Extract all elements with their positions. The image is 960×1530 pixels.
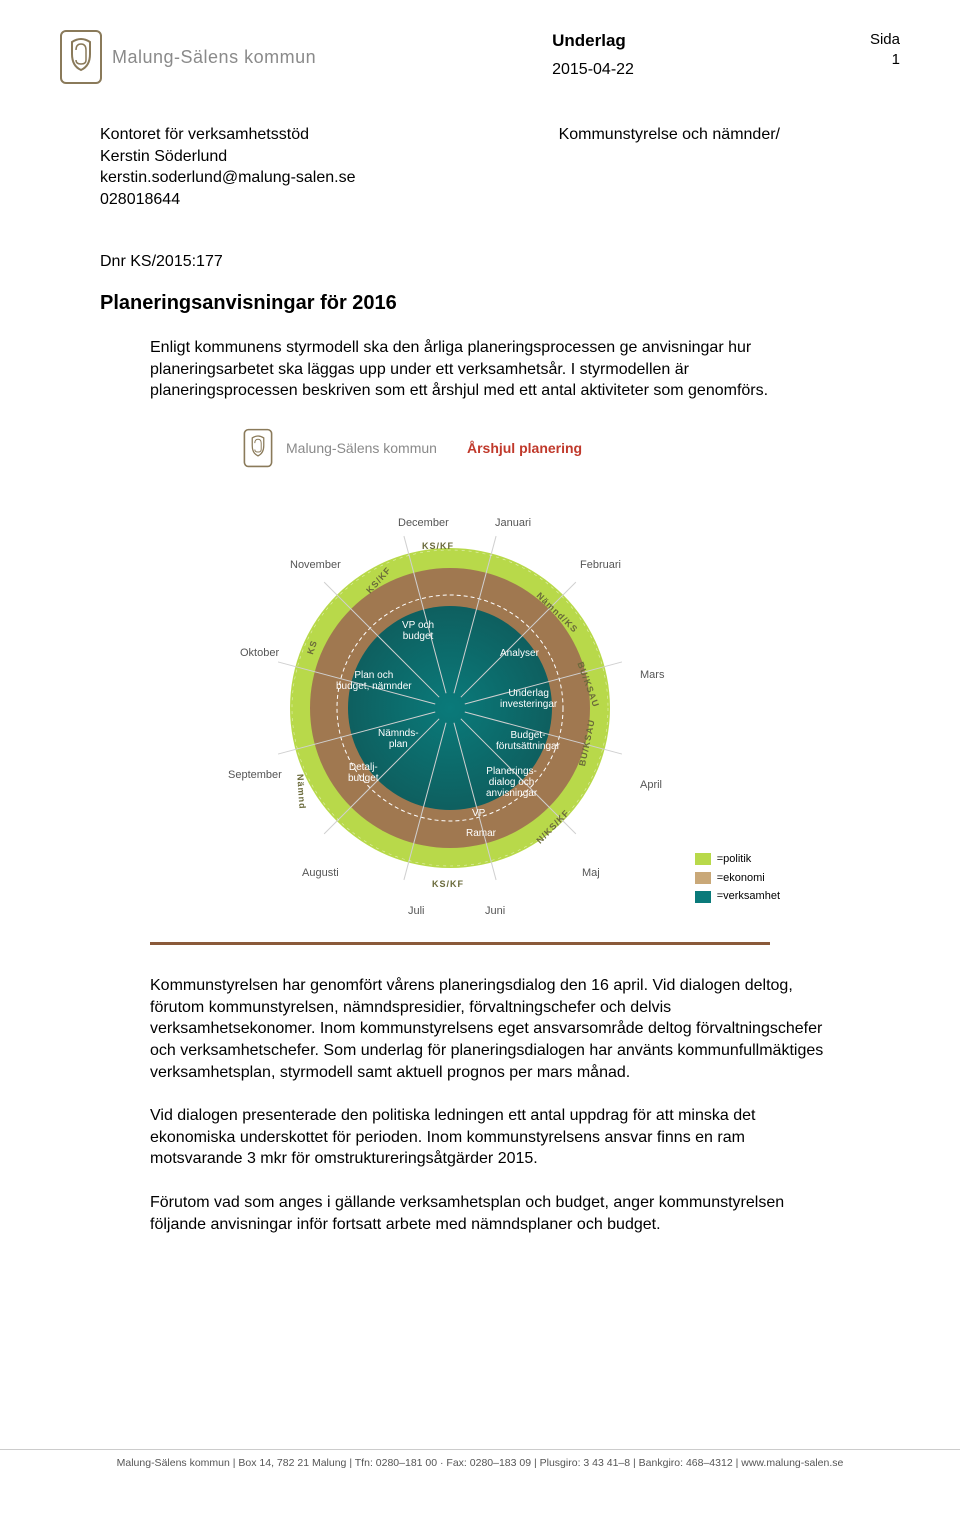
document-title: Planeringsanvisningar för 2016 xyxy=(100,290,900,317)
page-number: 1 xyxy=(870,50,900,70)
doc-meta: Underlag 2015-04-22 xyxy=(552,30,634,81)
diagram-org-name: Malung-Sälens kommun xyxy=(286,439,437,458)
municipality-logo-icon xyxy=(60,30,102,84)
activity-label: Analyser xyxy=(500,648,539,659)
page-footer: Malung-Sälens kommun | Box 14, 782 21 Ma… xyxy=(0,1449,960,1470)
month-label: December xyxy=(398,516,449,531)
month-label: Januari xyxy=(495,516,531,531)
legend-label: =ekonomi xyxy=(717,871,765,886)
legend-label: =verksamhet xyxy=(717,889,780,904)
org-name: Malung-Sälens kommun xyxy=(112,45,316,69)
wheel-svg xyxy=(150,478,770,938)
recipient: Kommunstyrelse och nämnder/ xyxy=(559,124,780,210)
page-number-block: Sida 1 xyxy=(870,30,900,71)
sender-name: Kerstin Söderlund xyxy=(100,146,355,168)
month-label: April xyxy=(640,778,662,793)
activity-label: Underlag investeringar xyxy=(500,688,557,710)
sender-phone: 028018644 xyxy=(100,189,355,211)
month-label: Juli xyxy=(408,904,425,919)
activity-label: VP och budget xyxy=(402,620,434,642)
activity-label: Plan och budget, nämnder xyxy=(336,670,412,692)
diary-number: Dnr KS/2015:177 xyxy=(100,251,900,273)
activity-label: Nämnds- plan xyxy=(378,728,419,750)
diagram-header: Malung-Sälens kommun Årshjul planering xyxy=(240,424,770,472)
doc-date: 2015-04-22 xyxy=(552,59,634,81)
month-label: Februari xyxy=(580,558,621,573)
org-logo-block: Malung-Sälens kommun xyxy=(60,30,316,84)
activity-label: Ramar xyxy=(466,828,496,839)
legend-item: =politik xyxy=(695,852,780,867)
ring-label: Nämnd xyxy=(294,774,309,810)
sender-email: kerstin.soderlund@malung-salen.se xyxy=(100,167,355,189)
document-page: Malung-Sälens kommun Underlag 2015-04-22… xyxy=(0,0,960,1480)
year-wheel-diagram: Malung-Sälens kommun Årshjul planering D… xyxy=(150,424,770,945)
sender-recipient-block: Kontoret för verksamhetsstöd Kerstin Söd… xyxy=(100,124,900,210)
body-paragraph-2: Vid dialogen presenterade den politiska … xyxy=(150,1105,840,1170)
legend-item: =verksamhet xyxy=(695,889,780,904)
wheel-canvas: December Januari November Februari Oktober Ma… xyxy=(150,478,770,938)
activity-label: VP xyxy=(472,808,485,819)
month-label: Juni xyxy=(485,904,505,919)
ring-label: KS/KF xyxy=(432,878,464,890)
sender-dept: Kontoret för verksamhetsstöd xyxy=(100,124,355,146)
body-paragraph-1: Kommunstyrelsen har genomfört vårens pla… xyxy=(150,975,840,1083)
page-header: Malung-Sälens kommun Underlag 2015-04-22… xyxy=(60,30,900,84)
activity-label: Budget- förutsättningar xyxy=(496,730,560,752)
legend-swatch xyxy=(695,853,711,865)
diagram-title: Årshjul planering xyxy=(467,439,582,458)
legend-swatch xyxy=(695,872,711,884)
sender-info: Kontoret för verksamhetsstöd Kerstin Söd… xyxy=(100,124,355,210)
page-label: Sida xyxy=(870,30,900,50)
month-label: Oktober xyxy=(240,646,279,661)
month-label: Maj xyxy=(582,866,600,881)
month-label: Mars xyxy=(640,668,664,683)
body-paragraph-3: Förutom vad som anges i gällande verksam… xyxy=(150,1192,840,1235)
month-label: November xyxy=(290,558,341,573)
legend-item: =ekonomi xyxy=(695,871,780,886)
diagram-legend: =politik =ekonomi =verksamhet xyxy=(695,852,780,909)
intro-paragraph: Enligt kommunens styrmodell ska den årli… xyxy=(150,337,840,402)
activity-label: Planerings- dialog och anvisningar xyxy=(486,766,537,799)
activity-label: Detalj- budget xyxy=(348,762,379,784)
doc-type: Underlag xyxy=(552,30,634,53)
month-label: September xyxy=(228,768,282,783)
legend-swatch xyxy=(695,891,711,903)
ring-label: KS/KF xyxy=(422,540,454,552)
month-label: Augusti xyxy=(302,866,339,881)
legend-label: =politik xyxy=(717,852,752,867)
municipality-logo-icon xyxy=(244,429,273,468)
